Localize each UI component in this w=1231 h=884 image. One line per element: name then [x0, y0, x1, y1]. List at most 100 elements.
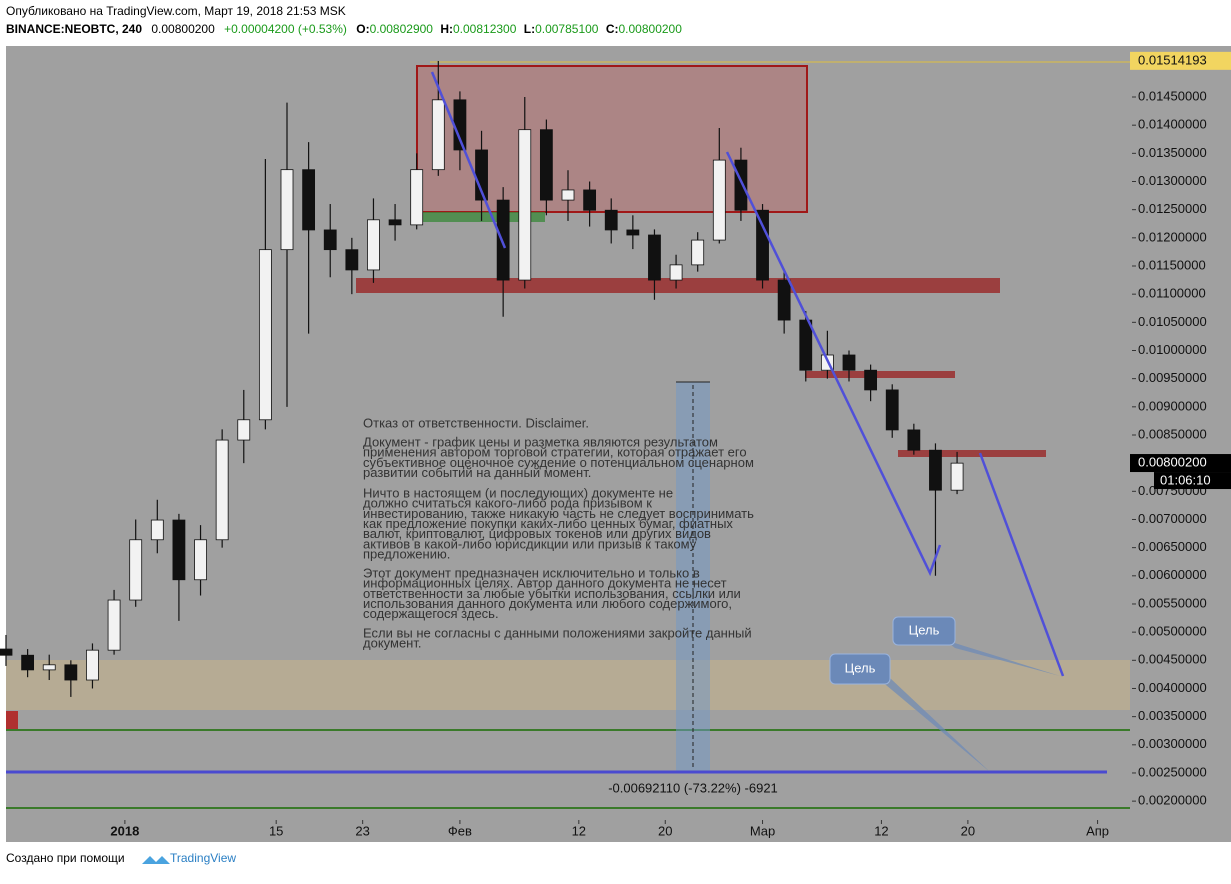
disclaimer-line: активов в какой-либо юрисдикции или приз…	[363, 536, 697, 551]
countdown-bg	[1154, 472, 1231, 490]
candle-body	[172, 519, 186, 581]
disclaimer-line: развитии событий на данный момент.	[363, 465, 591, 480]
candle-body	[64, 664, 78, 681]
legend-line: BINANCE:NEOBTC, 240 0.00800200 +0.000042…	[6, 22, 682, 36]
resistance-level	[898, 450, 1046, 457]
y-tick-label: 0.01200000	[1138, 229, 1207, 244]
trend-line	[978, 452, 1065, 677]
candle-body	[237, 419, 251, 441]
y-tick-label: 0.00900000	[1138, 398, 1207, 413]
disclaimer-line: субъективное оценочное суждение о потенц…	[363, 455, 754, 470]
candle-body	[799, 319, 813, 371]
candle-body	[842, 354, 856, 371]
candle-body	[367, 219, 380, 271]
marker	[6, 711, 18, 729]
y-tick-label: 0.00700000	[1138, 511, 1207, 526]
logo	[142, 856, 170, 864]
y-tick-label: 0.00400000	[1138, 680, 1207, 695]
disclaimer-line: использования данного документа или любо…	[363, 596, 732, 611]
candle-body	[388, 219, 402, 226]
resistance-level	[805, 371, 955, 378]
candle-body	[777, 279, 791, 321]
disclaimer-line: должно считаться какого-либо рода призыв…	[363, 496, 652, 511]
y-tick-label: 0.00300000	[1138, 736, 1207, 751]
candle-body	[215, 439, 229, 541]
disclaimer-line: применения автором торговой стратегии, к…	[363, 445, 747, 460]
callout	[829, 653, 891, 685]
y-tick-label: 0.01400000	[1138, 117, 1207, 132]
candle-body	[539, 129, 553, 201]
x-tick-label: 20	[961, 823, 975, 838]
x-tick-label: 12	[874, 823, 888, 838]
candle-body	[756, 209, 769, 281]
candle-body	[42, 664, 56, 671]
candle-body	[129, 539, 143, 601]
x-tick-label: Апр	[1086, 823, 1109, 838]
price-mark: 0.00800200	[1138, 454, 1207, 469]
disclaimer-line: Документ - график цены и разметка являют…	[363, 434, 718, 449]
candle-body	[561, 189, 575, 201]
candle-body	[864, 369, 878, 391]
o-label: O:	[356, 22, 369, 36]
candle-body	[907, 429, 921, 451]
target-zone	[6, 660, 1130, 710]
countdown: 01:06:10	[1160, 472, 1211, 487]
candle-body	[626, 229, 640, 236]
disclaimer-line: ответственности за любые убытки использо…	[363, 586, 741, 601]
measure-label: -0.00692110 (-73.22%) -6921	[608, 780, 778, 795]
candle-body	[669, 264, 683, 281]
disclaimer-line: предложению.	[363, 547, 450, 562]
y-tick-label: 0.00350000	[1138, 708, 1207, 723]
candle-body	[0, 648, 13, 656]
y-tick-label: 0.01100000	[1138, 286, 1206, 301]
disclaimer-line: Если вы не согласны с данными положениям…	[363, 625, 752, 640]
y-tick-label: 0.00600000	[1138, 567, 1207, 582]
axes: 0.00200000 0.00250000 0.00300000 0.00350000…	[110, 51, 1231, 838]
candle-body	[712, 159, 726, 241]
candle-body	[21, 654, 35, 671]
trend-line	[725, 151, 942, 577]
x-tick-label: 23	[355, 823, 369, 838]
y-tick-label: 0.00650000	[1138, 539, 1207, 554]
y-tick-label: 0.01350000	[1138, 145, 1207, 160]
candle-body	[885, 389, 899, 431]
c-label: C:	[606, 22, 619, 36]
candle-body	[86, 649, 99, 681]
h-label: H:	[440, 22, 453, 36]
h: 0.00812300	[453, 22, 517, 36]
y-tick-label: 0.00500000	[1138, 624, 1207, 639]
target-label: Цель	[909, 622, 940, 637]
candle-body	[302, 169, 316, 231]
x-tick-label: Мар	[750, 823, 775, 838]
x-tick-label: 15	[269, 823, 283, 838]
disclaimer-line: Этот документ предназначен исключительно…	[363, 565, 700, 580]
y-tick-label: 0.01000000	[1138, 342, 1207, 357]
price-mark-bg	[1130, 51, 1231, 70]
x-tick-label: 12	[572, 823, 586, 838]
candles	[0, 60, 964, 697]
candle-body	[323, 229, 337, 251]
y-tick-label: 0.00250000	[1138, 764, 1207, 779]
candle-body	[194, 539, 207, 581]
candle-body	[280, 169, 294, 251]
disclaimer: Отказ от ответственности. Disclaimer. Док…	[363, 415, 754, 650]
disclaimer-line: как предложение покупки каких-либо ценны…	[363, 516, 733, 531]
footer-brand[interactable]: TradingView	[170, 851, 236, 865]
o: 0.00802900	[370, 22, 434, 36]
disclaimer-line: Ничто в настоящем (и последующих) докуме…	[363, 485, 673, 500]
x-tick-label: 20	[658, 823, 672, 838]
candle-body	[518, 129, 532, 281]
c: 0.00800200	[619, 22, 683, 36]
x-tick-label: 2018	[110, 823, 139, 838]
candle-body	[691, 239, 705, 266]
trend-lines	[430, 71, 1065, 677]
y-tick-label: 0.00550000	[1138, 595, 1207, 610]
y-tick-label: 0.00950000	[1138, 370, 1207, 385]
candle-body	[604, 209, 618, 231]
candle-body	[150, 519, 164, 541]
l: 0.00785100	[535, 22, 599, 36]
disclaimer-line: Отказ от ответственности. Disclaimer.	[363, 415, 589, 430]
callout-pointer	[945, 640, 1060, 676]
candle-body	[345, 249, 359, 271]
